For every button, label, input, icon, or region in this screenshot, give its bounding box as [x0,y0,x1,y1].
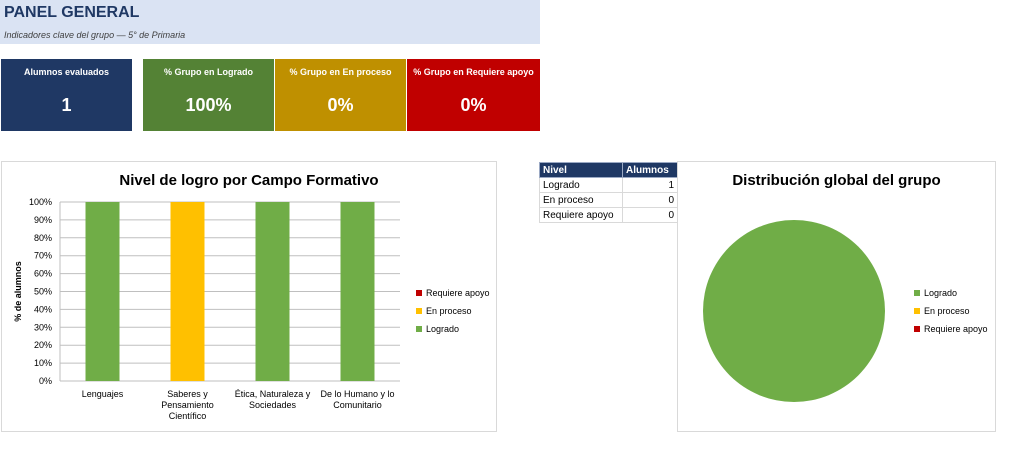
table-cell-alumnos[interactable]: 0 [622,207,678,223]
kpi-label: % Grupo en Requiere apoyo [413,67,534,77]
page-subtitle: Indicadores clave del grupo — 5° de Prim… [4,30,186,40]
table-header-row: Nivel Alumnos [539,162,678,178]
table-cell-nivel[interactable]: Requiere apoyo [539,207,623,223]
x-tick-label: Sociedades [249,400,297,410]
legend-label: Requiere apoyo [426,288,490,298]
table-cell-nivel[interactable]: En proceso [539,192,623,208]
table-header-nivel: Nivel [539,162,623,178]
x-tick-label: Ética, Naturaleza y [235,389,311,399]
legend-swatch [914,290,920,296]
legend-label: Requiere apoyo [924,324,988,334]
y-tick-label: 90% [34,215,52,225]
table-cell-alumnos[interactable]: 0 [622,192,678,208]
legend-item-logrado: Logrado [914,287,988,299]
bar-logrado[interactable] [255,202,290,381]
y-tick-label: 70% [34,251,52,261]
kpi-value: 0% [460,95,487,115]
kpi-requiere-apoyo: % Grupo en Requiere apoyo 0% [407,59,540,131]
x-tick-label: Científico [169,411,207,421]
y-tick-label: 60% [34,269,52,279]
pie-chart-panel[interactable]: Distribución global del grupo Logrado En… [677,161,996,432]
pie-chart [703,220,885,402]
legend-swatch [416,326,422,332]
bar-logrado[interactable] [340,202,375,381]
bar-chart-legend: Requiere apoyo En proceso Logrado [416,287,490,335]
bar-en-proceso[interactable] [170,202,205,381]
kpi-label: % Grupo en En proceso [289,67,392,77]
y-tick-label: 100% [29,197,52,207]
y-axis-label: % de alumnos [13,261,23,322]
kpi-value: 0% [327,95,354,115]
legend-item-en-proceso: En proceso [416,305,490,317]
legend-swatch [416,290,422,296]
table-header-alumnos: Alumnos [622,162,678,178]
kpi-logrado: % Grupo en Logrado 100% [143,59,274,131]
pie-chart-title: Distribución global del grupo [732,172,941,189]
y-tick-label: 80% [34,233,52,243]
legend-label: Logrado [924,288,958,298]
kpi-value: 1 [61,95,72,115]
bar-chart-panel[interactable]: Nivel de logro por Campo Formativo 0% 10%… [1,161,497,432]
legend-item-en-proceso: En proceso [914,305,988,317]
legend-swatch [914,326,920,332]
x-tick-label: Lenguajes [82,389,124,399]
bar-chart-title: Nivel de logro por Campo Formativo [119,172,379,189]
page-title: PANEL GENERAL [4,4,140,21]
table-row[interactable]: Requiere apoyo 0 [539,207,678,223]
legend-label: En proceso [924,306,970,316]
pie-chart-legend: Logrado En proceso Requiere apoyo [914,287,988,335]
kpi-label: % Grupo en Logrado [164,67,253,77]
y-tick-label: 10% [34,358,52,368]
legend-item-logrado: Logrado [416,323,490,335]
bar-chart: 0% 10% 20% 30% 40% 50% 60% 70% 80% 90% 100% % de al… [13,197,400,421]
x-tick-label: De lo Humano y lo [320,389,394,399]
niveles-table: Nivel Alumnos Logrado 1 En proceso 0 Req… [539,162,678,223]
pie-slice-logrado[interactable] [703,220,885,402]
y-tick-label: 30% [34,322,52,332]
table-cell-nivel[interactable]: Logrado [539,177,623,193]
x-tick-label: Pensamiento [161,400,214,410]
kpi-en-proceso: % Grupo en En proceso 0% [275,59,406,131]
y-tick-label: 50% [34,287,52,297]
bar-logrado[interactable] [85,202,120,381]
legend-item-requiere-apoyo: Requiere apoyo [416,287,490,299]
legend-item-requiere-apoyo: Requiere apoyo [914,323,988,335]
table-cell-alumnos[interactable]: 1 [622,177,678,193]
legend-label: En proceso [426,306,472,316]
header-banner: PANEL GENERAL Indicadores clave del grup… [0,0,540,44]
kpi-value: 100% [185,95,232,115]
kpi-alumnos-evaluados: Alumnos evaluados 1 [1,59,132,131]
legend-label: Logrado [426,324,460,334]
legend-swatch [914,308,920,314]
y-tick-label: 20% [34,340,52,350]
y-tick-label: 0% [39,376,52,386]
x-tick-label: Saberes y [167,389,208,399]
legend-swatch [416,308,422,314]
y-tick-label: 40% [34,304,52,314]
kpi-label: Alumnos evaluados [23,67,110,77]
table-row[interactable]: En proceso 0 [539,192,678,208]
x-tick-label: Comunitario [333,400,382,410]
table-row[interactable]: Logrado 1 [539,177,678,193]
